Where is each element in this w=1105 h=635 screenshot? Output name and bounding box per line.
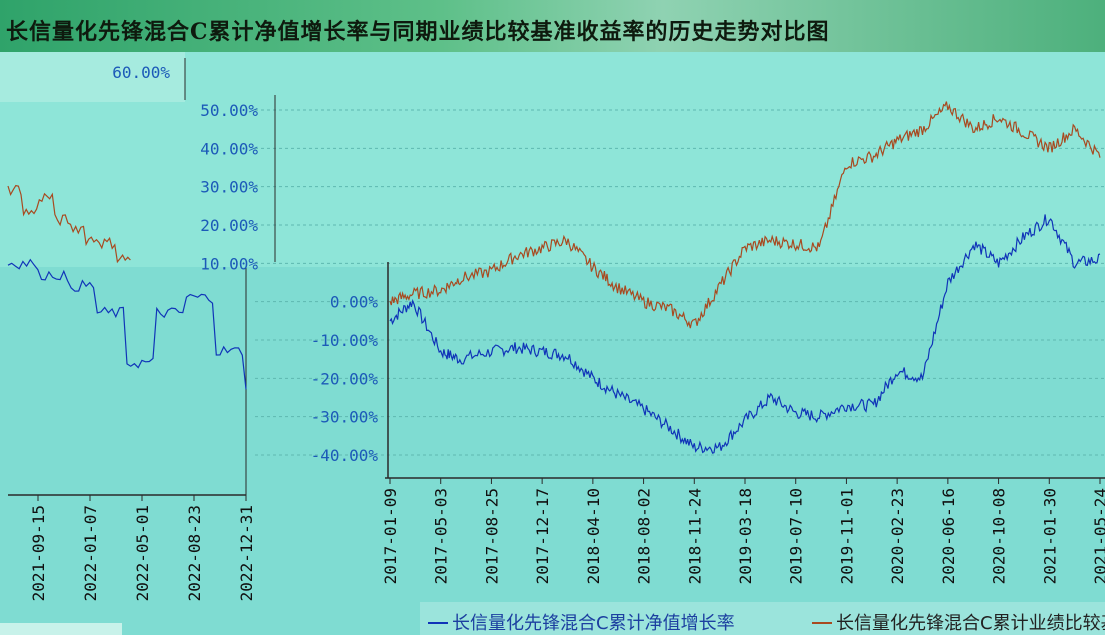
x-tick-label: 2018-08-02 [635, 488, 654, 584]
legend-label-nav: 长信量化先锋混合C累计净值增长率 [452, 613, 735, 634]
series-lines [7, 101, 1101, 454]
y-tick-label: 50.00% [200, 101, 258, 120]
x-tick-labels-left: 2021-09-15 2022-01-07 2022-05-01 2022-08-23… [29, 495, 256, 601]
y-tick-label: -30.00% [311, 408, 379, 427]
x-tick-label-left: 2022-05-01 [133, 505, 152, 601]
x-tick-label: 2018-04-10 [584, 488, 603, 584]
y-tick-label: -20.00% [311, 369, 379, 388]
legend: 长信量化先锋混合C累计净值增长率 长信量化先锋混合C累计业绩比较基准收益率 [428, 613, 1105, 634]
y-tick-labels: -40.00% -30.00% -20.00% -10.00% 0.00% 10.00% 2… [112, 63, 378, 465]
y-tick-label: 20.00% [200, 216, 258, 235]
x-tick-label: 2019-03-18 [736, 488, 755, 584]
x-tick-label: 2019-11-01 [837, 488, 856, 584]
x-tick-label: 2017-05-03 [432, 488, 451, 584]
y-tick-label: 30.00% [200, 178, 258, 197]
legend-label-benchmark: 长信量化先锋混合C累计业绩比较基准收益率 [836, 613, 1105, 634]
x-tick-label: 2017-12-17 [533, 488, 552, 584]
chart-title: 长信量化先锋混合C累计净值增长率与同期业绩比较基准收益率的历史走势对比图 [6, 19, 830, 45]
x-tick-label: 2018-11-24 [685, 488, 704, 584]
x-tick-labels: 2017-01-09 2017-05-03 2017-08-25 2017-12-17… [381, 478, 1105, 584]
x-tick-label: 2020-06-16 [939, 488, 958, 584]
x-tick-label: 2020-02-23 [888, 488, 907, 584]
y-tick-label: -40.00% [311, 446, 379, 465]
series-line-nav-left [7, 258, 247, 390]
lower-left-panel [0, 267, 248, 499]
series-line-benchmark-left [7, 184, 131, 264]
x-tick-label: 2021-05-24 [1091, 488, 1105, 584]
y-tick-label: 40.00% [200, 139, 258, 158]
title-band: 长信量化先锋混合C累计净值增长率与同期业绩比较基准收益率的历史走势对比图 [0, 0, 1105, 52]
x-tick-label-left: 2021-09-15 [29, 505, 48, 601]
series-line-benchmark [389, 101, 1101, 329]
y-tick-label: 10.00% [200, 254, 258, 273]
bottom-legend-band [420, 602, 1105, 635]
y-tick-label-60: 60.00% [112, 63, 170, 82]
y-tick-label: 0.00% [330, 293, 379, 312]
lower-main-panel [385, 267, 1105, 482]
x-tick-label: 2019-07-10 [787, 488, 806, 584]
x-tick-label-left: 2022-08-23 [185, 505, 204, 601]
x-tick-label-left: 2022-01-07 [81, 505, 100, 601]
x-tick-label: 2020-10-08 [990, 488, 1009, 584]
upper-left-inset [0, 52, 185, 102]
x-tick-label-left: 2022-12-31 [237, 505, 256, 601]
x-tick-label: 2021-01-30 [1040, 488, 1059, 584]
series-line-nav [389, 214, 1101, 454]
y-tick-label: -10.00% [311, 331, 379, 350]
x-tick-label: 2017-01-09 [381, 488, 400, 584]
x-tick-label: 2017-08-25 [482, 488, 501, 584]
bottom-left-fragment [0, 623, 122, 635]
